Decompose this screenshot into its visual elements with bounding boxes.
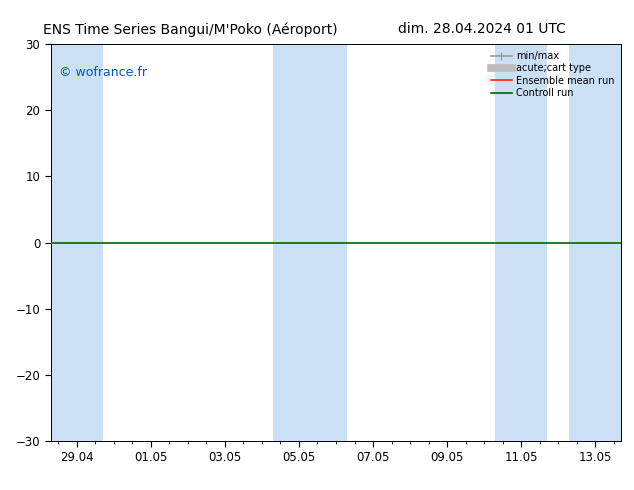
Bar (51, 44, 103, 441)
Bar (273, 44, 347, 441)
Text: © wofrance.fr: © wofrance.fr (59, 66, 147, 79)
Bar (495, 44, 547, 441)
Text: ENS Time Series Bangui/M'Poko (Aéroport): ENS Time Series Bangui/M'Poko (Aéroport) (43, 22, 337, 37)
Bar (569, 44, 621, 441)
Legend: min/max, acute;cart type, Ensemble mean run, Controll run: min/max, acute;cart type, Ensemble mean … (489, 49, 616, 100)
Text: dim. 28.04.2024 01 UTC: dim. 28.04.2024 01 UTC (398, 22, 566, 36)
